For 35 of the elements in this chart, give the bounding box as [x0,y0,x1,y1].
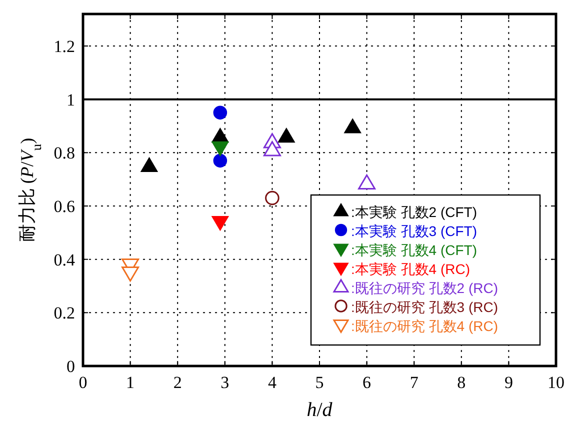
x-tick-label: 7 [410,373,419,392]
point [263,141,281,156]
point [212,216,229,231]
point [265,190,280,206]
y-tick-label: 1.2 [54,37,75,56]
x-axis-title: h/d [306,399,334,421]
y-tick-label: 0 [66,357,75,376]
x-tick-label: 5 [315,373,324,392]
y-tick-label: 0.8 [54,144,75,163]
point [122,266,140,282]
point [358,174,376,190]
legend-label: :既往の研究 孔数4 (RC) [351,318,498,334]
x-tick-label: 0 [78,373,88,392]
x-tick-label: 9 [504,373,513,392]
legend-label: :既往の研究 孔数2 (RC) [351,280,498,296]
y-tick-label: 0.6 [54,197,75,216]
x-tick-label: 4 [268,373,277,392]
x-tick-label: 3 [220,373,230,392]
legend-label: :既往の研究 孔数3 (RC) [351,299,498,315]
x-tick-label: 10 [548,373,564,392]
point [278,128,295,143]
x-tick-label: 6 [362,373,372,392]
point [344,118,362,134]
legend-label: :本実験 孔数4 (RC) [351,261,470,277]
legend-label: :本実験 孔数4 (CFT) [351,242,477,258]
x-tick-label: 1 [126,373,135,392]
y-tick-label: 0.2 [54,304,75,323]
point [140,157,158,172]
legend-label: :本実験 孔数3 (CFT) [351,223,477,239]
x-tick-label: 8 [457,373,466,392]
x-tick-label: 2 [173,373,182,392]
y-tick-label: 0.4 [54,250,76,270]
y-tick-label: 1 [66,90,75,110]
legend-label: :本実験 孔数2 (CFT) [351,204,477,220]
point [213,154,228,168]
